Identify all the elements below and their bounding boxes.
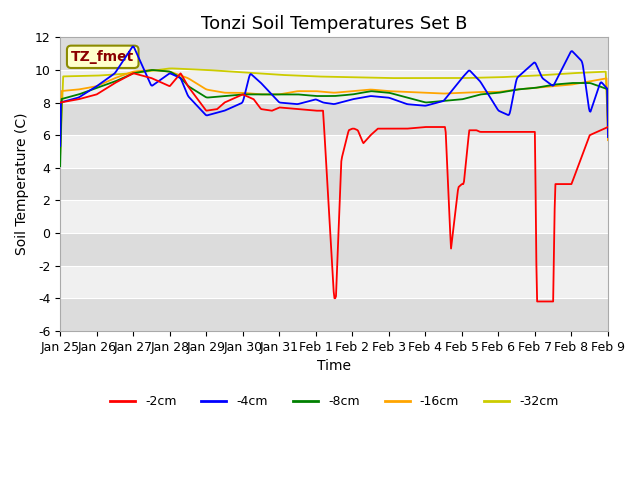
Bar <box>60 37 608 70</box>
Bar <box>60 233 608 265</box>
Text: TZ_fmet: TZ_fmet <box>71 50 134 64</box>
Legend: -2cm, -4cm, -8cm, -16cm, -32cm: -2cm, -4cm, -8cm, -16cm, -32cm <box>105 390 563 413</box>
Bar <box>60 70 608 103</box>
Bar <box>60 168 608 200</box>
Bar <box>60 200 608 233</box>
Bar <box>60 135 608 168</box>
Y-axis label: Soil Temperature (C): Soil Temperature (C) <box>15 113 29 255</box>
Title: Tonzi Soil Temperatures Set B: Tonzi Soil Temperatures Set B <box>201 15 467 33</box>
X-axis label: Time: Time <box>317 359 351 373</box>
Bar <box>60 298 608 331</box>
Bar <box>60 265 608 298</box>
Bar <box>60 103 608 135</box>
